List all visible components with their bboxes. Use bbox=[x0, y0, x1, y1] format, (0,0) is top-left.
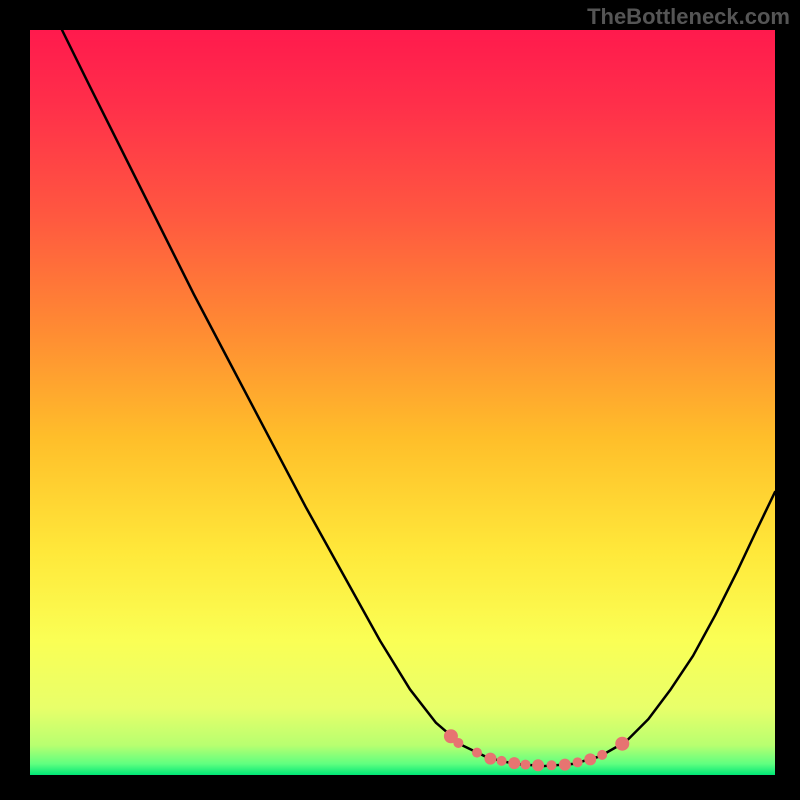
curve-marker bbox=[584, 753, 596, 765]
curve-marker bbox=[573, 757, 583, 767]
curve-marker bbox=[615, 737, 629, 751]
curve-marker bbox=[508, 757, 520, 769]
curve-marker bbox=[472, 748, 482, 758]
chart-container: TheBottleneck.com bbox=[0, 0, 800, 800]
curve-marker bbox=[547, 760, 557, 770]
curve-marker bbox=[453, 738, 463, 748]
bottleneck-chart bbox=[0, 0, 800, 800]
plot-gradient bbox=[30, 30, 775, 775]
curve-marker bbox=[484, 753, 496, 765]
curve-marker bbox=[597, 750, 607, 760]
curve-marker bbox=[497, 756, 507, 766]
watermark-text: TheBottleneck.com bbox=[587, 4, 790, 30]
curve-marker bbox=[532, 759, 544, 771]
curve-marker bbox=[520, 760, 530, 770]
curve-marker bbox=[559, 759, 571, 771]
